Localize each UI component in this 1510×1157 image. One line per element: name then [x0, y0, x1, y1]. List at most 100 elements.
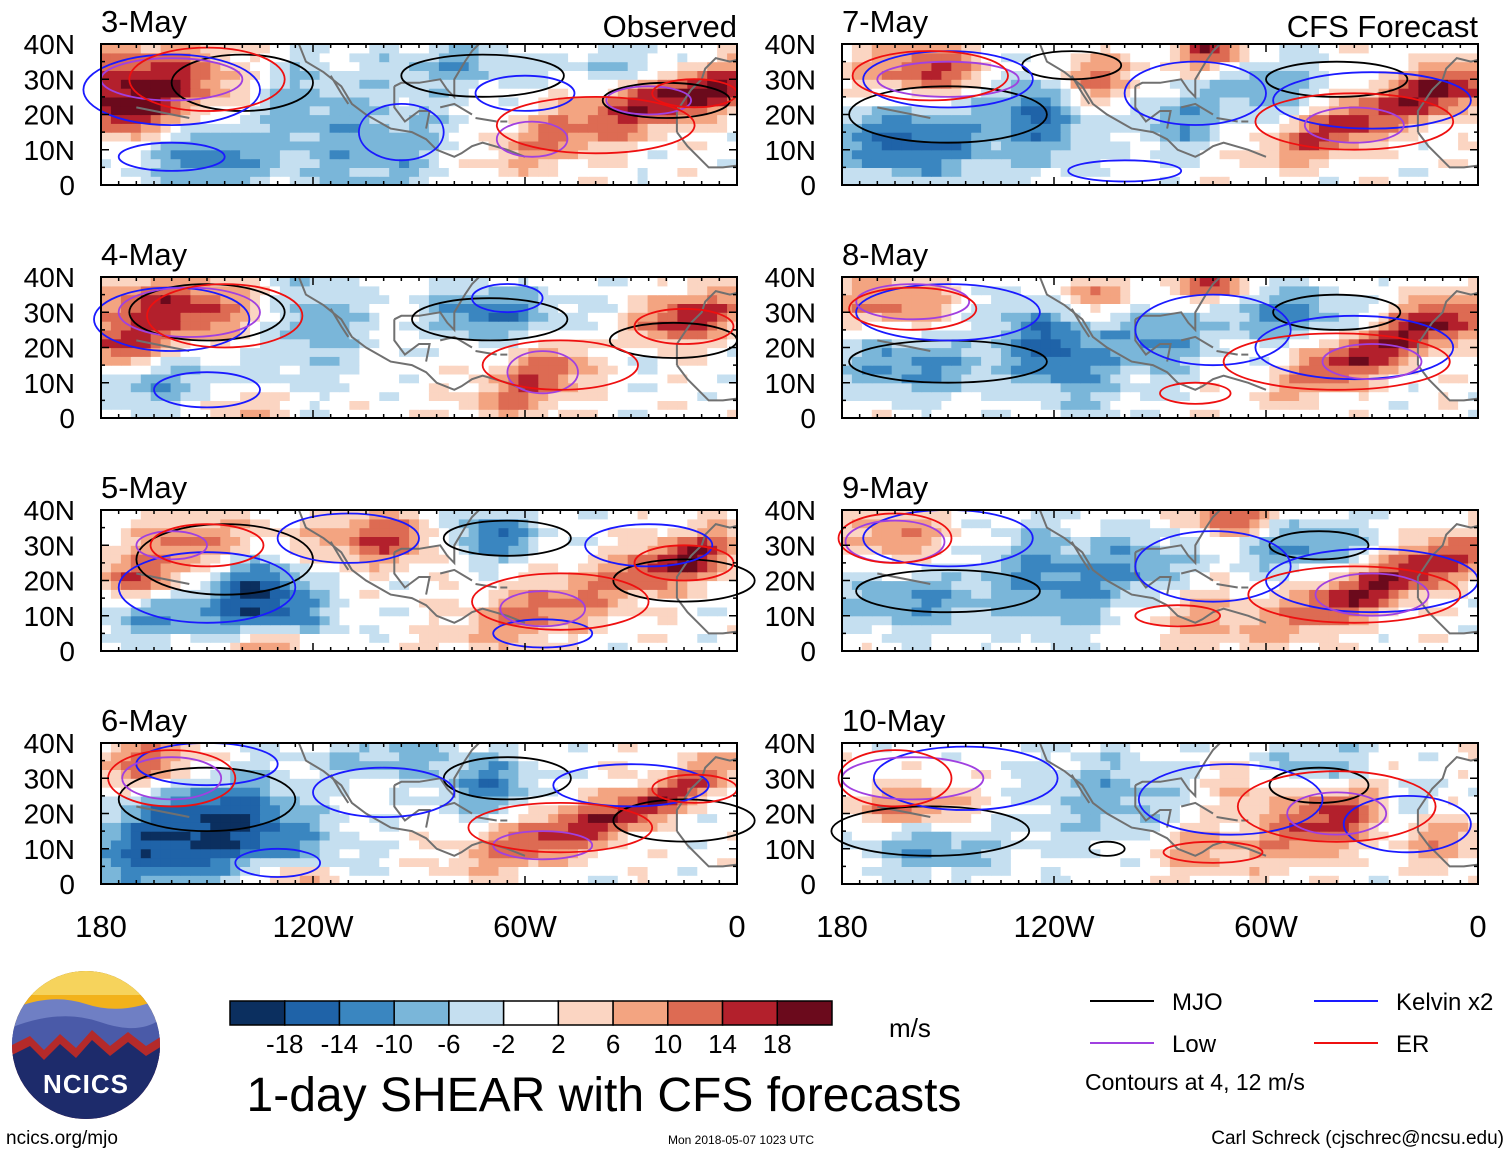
shear-cell — [220, 70, 231, 80]
shear-cell — [220, 822, 231, 832]
shear-cell — [359, 409, 370, 419]
shear-cell — [180, 795, 191, 806]
shear-cell — [597, 813, 609, 823]
shear-cell — [697, 123, 708, 133]
shear-cell — [578, 158, 589, 168]
shear-cell — [528, 751, 539, 762]
shear-cell — [150, 382, 162, 393]
shear-cell — [250, 158, 261, 168]
shear-cell — [120, 52, 132, 63]
shear-cell — [110, 70, 122, 80]
shear-cell — [369, 391, 380, 401]
shear-cell — [269, 338, 281, 349]
shear-cell — [409, 382, 420, 393]
shear-cell — [941, 167, 952, 177]
shear-cell — [389, 382, 400, 393]
shear-cell — [488, 848, 500, 859]
shear-cell — [339, 527, 350, 537]
shear-cell — [637, 373, 649, 384]
shear-cell — [210, 857, 221, 867]
shear-cell — [941, 149, 952, 160]
shear-cell — [518, 606, 529, 617]
shear-cell — [379, 536, 390, 546]
shear-cell — [210, 778, 221, 788]
shear-cell — [468, 312, 480, 322]
shear-cell — [250, 400, 261, 410]
shear-cell — [448, 409, 460, 419]
shear-cell — [389, 373, 400, 384]
shear-cell — [140, 294, 152, 304]
shear-cell — [1289, 149, 1300, 160]
shear-cell — [568, 114, 579, 124]
shear-cell — [911, 140, 923, 151]
shear-cell — [1468, 140, 1479, 151]
shear-cell — [309, 624, 321, 634]
shear-cell — [438, 527, 450, 537]
shear-cell — [110, 277, 122, 287]
shear-cell — [528, 52, 539, 63]
shear-cell — [727, 409, 738, 419]
shear-cell — [667, 88, 678, 98]
shear-cell — [568, 321, 579, 331]
shear-cell — [568, 778, 579, 788]
shear-cell — [478, 615, 490, 626]
shear-cell — [717, 580, 728, 590]
shear-cell — [140, 44, 152, 54]
shear-cell — [428, 365, 440, 375]
shear-cell — [458, 391, 470, 401]
shear-cell — [220, 123, 231, 133]
shear-cell — [1388, 158, 1400, 168]
shear-cell — [309, 787, 321, 797]
shear-cell — [1060, 149, 1072, 160]
shear-cell — [438, 338, 450, 349]
shear-cell — [428, 606, 440, 617]
shear-cell — [1358, 132, 1370, 142]
shear-cell — [150, 347, 162, 357]
shear-cell — [1070, 132, 1082, 142]
shear-cell — [289, 321, 301, 331]
shear-cell — [409, 123, 420, 133]
shear-cell — [399, 589, 410, 599]
shear-cell — [180, 158, 191, 168]
shear-cell — [319, 554, 331, 564]
shear-cell — [448, 624, 460, 634]
shear-cell — [687, 589, 698, 599]
shear-cell — [279, 598, 291, 608]
shear-cell — [220, 813, 231, 823]
contour-kelvin-x2 — [117, 141, 226, 172]
shear-cell — [269, 589, 281, 599]
shear-cell — [150, 787, 162, 797]
shear-cell — [339, 769, 350, 779]
shear-cell — [637, 554, 649, 564]
ticks — [100, 509, 738, 652]
shear-cell — [309, 312, 321, 322]
shear-cell — [379, 329, 390, 340]
shear-cell — [538, 795, 549, 806]
shear-cell — [279, 848, 291, 859]
shear-cell — [329, 365, 341, 375]
shear-cell — [677, 321, 688, 331]
shear-cell — [518, 158, 529, 168]
shear-cell — [409, 778, 420, 788]
shear-cell — [1160, 132, 1171, 142]
shear-cell — [568, 44, 579, 54]
shear-cell — [120, 804, 132, 815]
shear-cell — [1418, 158, 1429, 168]
shear-cell — [657, 857, 668, 867]
shear-cell — [349, 606, 360, 617]
shear-cell — [677, 624, 688, 634]
shear-cell — [597, 167, 609, 177]
shear-cell — [528, 140, 539, 151]
shear-cell — [110, 510, 122, 520]
y-tick-label: 40N — [24, 262, 75, 293]
shear-cell — [349, 787, 360, 797]
shear-cell — [160, 839, 172, 850]
shear-cell — [1438, 176, 1449, 186]
shear-cell — [110, 312, 122, 322]
shear-cell — [220, 52, 231, 63]
shear-cell — [687, 527, 698, 537]
shear-cell — [120, 848, 132, 859]
shear-cell — [250, 114, 261, 124]
shear-cell — [428, 123, 440, 133]
shear-cell — [667, 70, 678, 80]
